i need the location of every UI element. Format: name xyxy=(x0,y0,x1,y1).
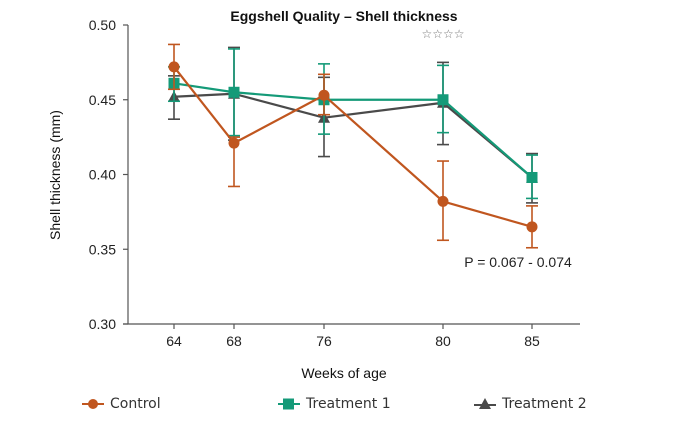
legend-label: Control xyxy=(110,396,161,412)
x-axis-title: Weeks of age xyxy=(301,365,387,381)
p-value-annotation: P = 0.067 - 0.074 xyxy=(464,254,572,270)
y-axis-title: Shell thickness (mm) xyxy=(47,110,63,240)
y-axis: 0.30 0.35 0.40 0.45 0.50 xyxy=(89,17,129,332)
y-tick-label: 0.50 xyxy=(89,17,116,33)
y-tick-label: 0.30 xyxy=(89,316,116,332)
legend-label: Treatment 1 xyxy=(306,396,391,412)
chart-title: Eggshell Quality – Shell thickness xyxy=(230,8,457,24)
y-tick-label: 0.45 xyxy=(89,92,116,108)
x-tick-label: 64 xyxy=(166,333,182,349)
square-marker-icon xyxy=(278,398,300,410)
x-tick-label: 76 xyxy=(316,333,332,349)
x-tick-label: 80 xyxy=(435,333,451,349)
data-point xyxy=(437,94,449,106)
data-point xyxy=(526,171,538,183)
circle-marker-icon xyxy=(82,399,104,409)
data-point xyxy=(228,86,240,98)
x-tick-label: 68 xyxy=(226,333,242,349)
legend-item-treatment-2: Treatment 2 xyxy=(474,396,587,412)
y-tick-label: 0.40 xyxy=(89,167,116,183)
legend-label: Treatment 2 xyxy=(502,396,587,412)
data-point xyxy=(526,221,538,233)
x-tick-label: 85 xyxy=(524,333,540,349)
series-line xyxy=(173,82,533,179)
data-point xyxy=(228,137,240,149)
legend-item-treatment-1: Treatment 1 xyxy=(278,396,391,412)
legend-item-control: Control xyxy=(82,396,161,412)
data-point xyxy=(168,61,180,73)
significance-marker: ☆☆☆☆ xyxy=(421,27,464,41)
legend: Control Treatment 1 Treatment 2 xyxy=(0,396,696,418)
x-axis: 64 68 76 80 85 xyxy=(123,323,580,349)
series-control xyxy=(168,43,538,249)
series-layer xyxy=(168,43,538,249)
triangle-marker-icon xyxy=(474,398,496,409)
y-tick-label: 0.35 xyxy=(89,241,116,257)
data-point xyxy=(318,89,330,101)
series-treatment-1 xyxy=(168,48,538,200)
data-point xyxy=(437,195,449,207)
series-treatment-2 xyxy=(168,46,538,204)
